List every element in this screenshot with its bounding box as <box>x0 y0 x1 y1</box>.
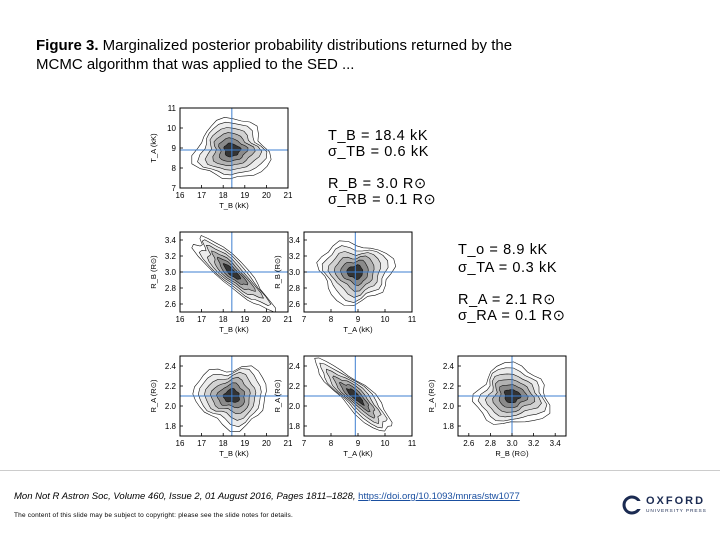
panel-TB-RB-ytick-label: 2.8 <box>165 284 177 293</box>
panel-TA-RB-ytick-label: 2.6 <box>289 300 301 309</box>
panel-TA-RB-xtick-label: 11 <box>408 315 417 324</box>
panel-TA-RA-ytick-label: 2.4 <box>289 362 301 371</box>
panel-TA-RA-xtick-label: 10 <box>381 439 390 448</box>
panel-TA-RB-xlabel: T_A (kK) <box>343 325 373 334</box>
panel-TA-RA-ytick-label: 2.0 <box>289 402 301 411</box>
panel-TB-RB-xlabel: T_B (kK) <box>219 325 249 334</box>
panel-TA-RB-xtick-label: 8 <box>329 315 334 324</box>
panel-TB-TA-ytick-label: 10 <box>167 124 176 133</box>
annotation-a-0: T_o = 8.9 kK <box>458 242 548 258</box>
panel-TA-RB-xtick-label: 10 <box>381 315 390 324</box>
doi-link[interactable]: https://doi.org/10.1093/mnras/stw1077 <box>358 491 520 502</box>
copyright-notice: The content of this slide may be subject… <box>14 512 293 519</box>
panel-TA-RA-xlabel: T_A (kK) <box>343 449 373 458</box>
panel-RB-RA-ylabel: R_A (R⊙) <box>427 379 436 412</box>
caption-label: Figure 3. <box>36 37 99 54</box>
panel-RB-RA-ytick-label: 2.2 <box>443 382 455 391</box>
annotation-a-3: σ_RA = 0.1 R⊙ <box>458 308 566 324</box>
panel-TB-RA-xlabel: T_B (kK) <box>219 449 249 458</box>
citation: Mon Not R Astron Soc, Volume 460, Issue … <box>14 491 520 502</box>
panel-RB-RA-xtick-label: 3.0 <box>506 439 518 448</box>
panel-TA-RB-ytick-label: 3.4 <box>289 236 301 245</box>
panel-TB-RB-ytick-label: 3.0 <box>165 268 177 277</box>
panel-TB-RA-xtick-label: 16 <box>176 439 185 448</box>
panel-TB-RA-xtick-label: 17 <box>197 439 206 448</box>
panel-TB-RB-ylabel: R_B (R⊙) <box>149 255 158 289</box>
panel-RB-RA-xtick-label: 3.2 <box>528 439 540 448</box>
panel-TA-RA-xtick-label: 7 <box>302 439 307 448</box>
panel-RB-RA-xtick-label: 2.8 <box>485 439 497 448</box>
panel-TB-RA-xtick-label: 20 <box>262 439 271 448</box>
panel-TB-TA-xtick-label: 19 <box>240 191 249 200</box>
panel-TA-RA-xtick-label: 11 <box>408 439 417 448</box>
panel-TA-RB-ylabel: R_B (R⊙) <box>273 255 282 289</box>
annotation-b-3: σ_RB = 0.1 R⊙ <box>328 192 436 208</box>
panel-TB-TA-ytick-label: 8 <box>172 164 177 173</box>
panel-TB-RA-ylabel: R_A (R⊙) <box>149 379 158 412</box>
panel-TA-RB-xtick-label: 9 <box>356 315 361 324</box>
annotation-b-0: T_B = 18.4 kK <box>328 128 428 144</box>
panel-TB-RA-xtick-label: 19 <box>240 439 249 448</box>
panel-TB-RA-ytick-label: 1.8 <box>165 422 177 431</box>
panel-TB-RB-xtick-label: 20 <box>262 315 271 324</box>
publisher-sub: UNIVERSITY PRESS <box>646 509 707 514</box>
panel-TB-TA-ytick-label: 11 <box>168 104 177 113</box>
panel-RB-RA-ytick-label: 2.0 <box>443 402 455 411</box>
panel-TB-RA-ytick-label: 2.0 <box>165 402 177 411</box>
panel-TB-RA-ytick-label: 2.4 <box>165 362 177 371</box>
panel-RB-RA-xtick-label: 2.6 <box>463 439 475 448</box>
publisher-name: OXFORD <box>646 495 706 507</box>
panel-TB-TA-xtick-label: 17 <box>197 191 206 200</box>
panel-TB-TA-xlabel: T_B (kK) <box>219 201 249 210</box>
annotation-a-1: σ_TA = 0.3 kK <box>458 260 557 276</box>
oup-emblem-icon <box>622 495 642 515</box>
panel-TB-RB-xtick-label: 19 <box>240 315 249 324</box>
panel-TB-RB-xtick-label: 18 <box>219 315 228 324</box>
corner-plot: 16 17 18 19 20 21 T_B (kK) 7 8 9 10 11 T_A (kK) 16 17 1… <box>149 104 567 458</box>
annotation-b-1: σ_TB = 0.6 kK <box>328 144 429 160</box>
panel-TA-RA-ytick-label: 2.2 <box>289 382 301 391</box>
panel-TB-TA-xtick-label: 20 <box>262 191 271 200</box>
panel-TA-RA-xtick-label: 9 <box>356 439 361 448</box>
panel-TB-RB-xtick-label: 17 <box>197 315 206 324</box>
panel-TB-RB-ytick-label: 3.4 <box>165 236 177 245</box>
panel-TB-RA-ytick-label: 2.2 <box>165 382 177 391</box>
panel-TB-RB-ytick-label: 2.6 <box>165 300 177 309</box>
panel-TB-TA-ylabel: T_A (kK) <box>149 133 158 163</box>
panel-RB-RA-xlabel: R_B (R⊙) <box>495 449 529 458</box>
panel-TA-RA-ytick-label: 1.8 <box>289 422 301 431</box>
panel-TB-TA-xtick-label: 16 <box>176 191 185 200</box>
panel-TB-RA-frame <box>179 355 289 437</box>
panel-RB-RA-ytick-label: 2.4 <box>443 362 455 371</box>
panel-TA-RA-ylabel: R_A (R⊙) <box>273 379 282 412</box>
panel-TA-RB-ytick-label: 2.8 <box>289 284 301 293</box>
figure-caption: Figure 3. Marginalized posterior probabi… <box>36 36 516 74</box>
panel-TB-RB-ytick-label: 3.2 <box>165 252 177 261</box>
panel-TB-TA-ytick-label: 7 <box>172 184 177 193</box>
panel-TA-RB-ytick-label: 3.2 <box>289 252 301 261</box>
panel-RB-RA-ytick-label: 1.8 <box>443 422 455 431</box>
panel-TB-TA-xtick-label: 18 <box>219 191 228 200</box>
panel-TB-RA-xtick-label: 18 <box>219 439 228 448</box>
panel-TB-RB-xtick-label: 16 <box>176 315 185 324</box>
caption-text: Marginalized posterior probability distr… <box>36 37 513 73</box>
panel-TB-TA-xtick-label: 21 <box>284 191 293 200</box>
oup-logo: OXFORD UNIVERSITY PRESS <box>622 494 712 518</box>
panel-TA-RB-xtick-label: 7 <box>302 315 307 324</box>
annotation-b-2: R_B = 3.0 R⊙ <box>328 176 427 192</box>
annotation-a-2: R_A = 2.1 R⊙ <box>458 292 556 308</box>
panel-TB-RA-xtick-label: 21 <box>284 439 293 448</box>
panel-TB-TA-ytick-label: 9 <box>172 144 177 153</box>
panel-TB-RB-xtick-label: 21 <box>284 315 293 324</box>
panel-TA-RB-ytick-label: 3.0 <box>289 268 301 277</box>
citation-text: Mon Not R Astron Soc, Volume 460, Issue … <box>14 491 359 502</box>
footer-divider <box>0 470 720 471</box>
panel-RB-RA-xtick-label: 3.4 <box>550 439 562 448</box>
panel-TA-RA-xtick-label: 8 <box>329 439 334 448</box>
